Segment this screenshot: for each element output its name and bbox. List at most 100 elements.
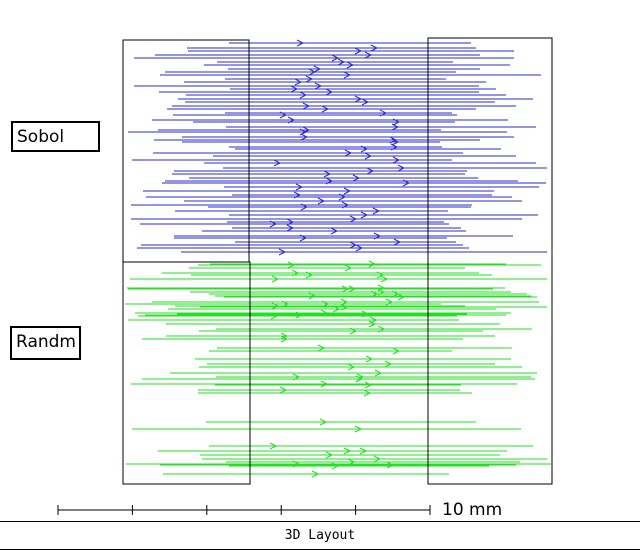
arrow-right-icon (343, 187, 352, 195)
arrow-right-icon (340, 303, 349, 311)
arrow-right-icon (392, 118, 401, 126)
arrow-right-icon (380, 275, 389, 283)
arrow-right-icon (287, 261, 296, 269)
arrow-right-icon (373, 455, 382, 463)
arrow-right-icon (361, 98, 370, 106)
optical-element-outlines (122, 37, 553, 485)
arrow-right-icon (343, 447, 352, 455)
arrow-right-icon (330, 227, 339, 235)
arrow-right-icon (391, 138, 400, 146)
arrow-right-icon (320, 309, 329, 317)
window-title: 3D Layout (284, 528, 356, 543)
arrow-right-icon (280, 335, 289, 343)
random-ray-bundle (125, 260, 551, 478)
left-element-bottom-outline (122, 261, 251, 485)
arrow-right-icon (271, 302, 280, 310)
arrow-right-icon (292, 460, 301, 468)
arrow-right-icon (354, 95, 363, 103)
arrow-right-icon (295, 183, 304, 191)
arrow-right-icon (354, 47, 363, 55)
arrow-right-icon (317, 344, 326, 352)
arrow-right-icon (320, 380, 329, 388)
scale-label: 10 mm (442, 500, 503, 520)
arrow-right-icon (269, 442, 278, 450)
arrow-right-icon (397, 293, 406, 301)
arrow-right-icon (305, 75, 314, 83)
arrow-right-icon (354, 425, 363, 433)
arrow-right-icon (290, 85, 299, 93)
arrow-right-icon (300, 203, 309, 211)
arrow-right-icon (305, 271, 314, 279)
arrow-right-icon (313, 65, 322, 73)
arrow-right-icon (280, 332, 289, 340)
arrow-right-icon (368, 320, 377, 328)
arrow-right-icon (392, 156, 401, 164)
arrow-right-icon (393, 238, 402, 246)
arrow-right-icon (319, 418, 328, 426)
arrow-right-icon (391, 123, 400, 131)
arrow-right-icon (372, 207, 381, 215)
arrow-right-icon (278, 248, 287, 256)
arrow-right-icon (308, 68, 317, 76)
arrow-right-icon (311, 470, 320, 478)
scale-bar (57, 505, 431, 515)
arrow-right-icon (370, 44, 379, 52)
arrow-right-icon (340, 298, 349, 306)
sobol-label: Sobol (11, 121, 100, 152)
arrow-right-icon (286, 224, 295, 232)
arrow-right-icon (355, 244, 364, 252)
arrow-right-icon (317, 197, 326, 205)
arrow-right-icon (331, 54, 340, 62)
status-bar: 3D Layout (0, 521, 640, 550)
right-element-outline (427, 37, 553, 485)
arrow-right-icon (360, 145, 369, 153)
arrow-right-icon (273, 159, 282, 167)
arrow-right-icon (325, 451, 334, 459)
arrow-right-icon (300, 133, 309, 141)
arrow-right-icon (368, 260, 377, 268)
arrow-right-icon (366, 167, 375, 175)
arrow-right-icon (364, 381, 373, 389)
arrow-right-icon (314, 82, 323, 90)
arrow-right-icon (346, 61, 355, 69)
arrow-right-icon (344, 149, 353, 157)
arrow-right-icon (377, 325, 386, 333)
arrow-right-icon (323, 170, 332, 178)
arrow-right-icon (348, 285, 357, 293)
arrow-right-icon (279, 111, 288, 119)
arrow-right-icon (299, 234, 308, 242)
layout-viewport (57, 37, 553, 515)
arrow-right-icon (325, 88, 334, 96)
arrow-right-icon (374, 369, 383, 377)
arrow-right-icon (344, 264, 353, 272)
arrow-right-icon (349, 215, 358, 223)
arrow-right-icon (364, 152, 373, 160)
arrow-right-icon (352, 174, 361, 182)
arrow-right-icon (386, 461, 395, 469)
arrow-right-icon (360, 211, 369, 219)
left-element-top-outline (122, 39, 250, 263)
arrow-right-icon (338, 193, 347, 201)
arrow-right-icon (384, 360, 393, 368)
arrow-right-icon (294, 78, 303, 86)
random-label: Randm (10, 326, 81, 360)
arrow-right-icon (365, 355, 374, 363)
arrow-right-icon (302, 102, 311, 110)
arrow-right-icon (299, 91, 308, 99)
arrow-right-icon (337, 58, 346, 66)
arrow-right-icon (397, 164, 406, 172)
arrow-right-icon (296, 39, 305, 47)
arrow-right-icon (402, 179, 411, 187)
sobol-ray-bundle (128, 39, 547, 256)
arrow-right-icon (321, 105, 330, 113)
arrow-right-icon (279, 386, 288, 394)
arrow-right-icon (347, 363, 356, 371)
arrow-right-icon (269, 220, 278, 228)
arrow-right-icon (343, 71, 352, 79)
arrow-right-icon (364, 51, 373, 59)
arrow-right-icon (270, 312, 279, 320)
arrow-right-icon (363, 389, 372, 397)
arrow-right-icon (377, 284, 386, 292)
arrow-right-icon (308, 292, 317, 300)
arrow-right-icon (392, 347, 401, 355)
